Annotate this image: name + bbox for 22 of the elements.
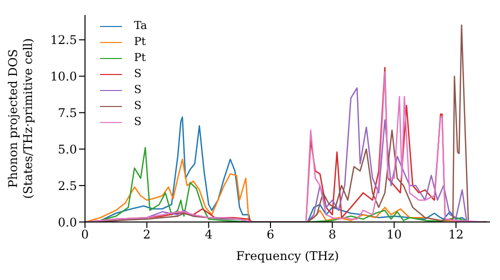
y-tick-label: 5.0	[58, 142, 77, 156]
x-tick-label: 8	[328, 228, 336, 242]
legend-label: Pt	[134, 34, 146, 50]
x-tick-label: 0	[81, 228, 89, 242]
legend-label: S	[134, 114, 142, 130]
legend-label: S	[134, 98, 142, 114]
legend-label: Ta	[134, 18, 148, 34]
legend-label: S	[134, 82, 142, 98]
x-tick-label: 4	[204, 228, 213, 242]
y-tick-label: 2.5	[58, 178, 77, 193]
x-tick-label: 6	[266, 228, 274, 242]
legend-label: Pt	[134, 50, 146, 66]
x-tick-label: 12	[448, 228, 464, 242]
x-tick-label: 2	[143, 228, 151, 242]
y-tick-label: 7.5	[58, 106, 77, 120]
x-axis-title: Frequency (THz)	[236, 249, 339, 263]
y-tick-label: 10.0	[50, 69, 77, 84]
y-axis-title: Phonon projected DOS (States/THz·primitive cell)	[6, 38, 35, 199]
legend-label: S	[134, 66, 142, 82]
y-tick-label: 12.5	[50, 33, 77, 48]
x-tick-label: 10	[386, 228, 402, 242]
y-tick-label: 0.0	[58, 215, 77, 230]
